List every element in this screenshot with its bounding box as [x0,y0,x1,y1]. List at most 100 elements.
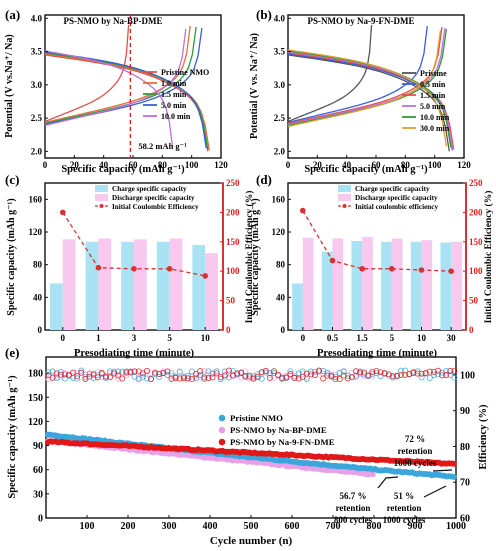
panel-a: 0 20 40 60 80 100 120 2.0 2.5 3.0 3.5 4.0 (a) PS-NM… [4,7,228,175]
efficiency-point [353,372,359,379]
ice-point [329,257,336,264]
legend-text: 1.0 min [161,79,187,88]
legend-ice: Initial Coulombic Efficiency [112,203,199,211]
efficiency-point [193,371,200,377]
panel-a-legend: Pristine NMO 1.0 min 1.5 min 5.0 min 10.0 mi… [143,68,209,121]
efficiency-point [443,368,450,375]
x-tick-label: 0 [61,333,66,343]
panel-e-label: (e) [5,345,19,360]
x-tick-label: 1 [96,333,101,343]
efficiency-point [86,370,93,377]
y2-tick-label: 70 [460,478,470,489]
efficiency-point [373,369,380,376]
ice-point [448,268,455,275]
efficiency-point [262,367,269,374]
efficiency-point [123,372,130,379]
x-tick-label: 700 [326,521,341,532]
x-tick-label: 5 [390,333,395,343]
efficiency-point [119,368,126,375]
efficiency-point [111,368,118,375]
efficiency-point [295,375,302,382]
efficiency-point [271,370,277,377]
efficiency-point [78,367,85,374]
efficiency-point [131,368,138,375]
efficiency-point [176,375,183,382]
legend-swatch-charge [338,185,351,192]
y2-tick-label: 50 [226,296,236,306]
y-tick-label: 180 [28,369,43,380]
y-tick-label: 120 [272,227,286,237]
efficiency-point [164,368,171,375]
panel-e-xlabel: Cycle number (n) [210,535,293,547]
efficiency-point [160,368,167,375]
efficiency-point [152,369,159,376]
efficiency-point [287,368,294,375]
efficiency-point [291,374,298,381]
x-tick-label: 0.5 [327,333,339,343]
legend-charge: Charge specific capacity [355,185,430,193]
legend-charge: Charge specific capacity [112,185,187,193]
charge-bar [410,241,422,330]
legend-text: Pristine NMO [230,413,283,423]
efficiency-point [176,368,183,375]
panel-d-ticks: 0 0.5 1.5 5 10 30 0 40 80 120 160 0 50 100 150 200 250 [272,178,484,343]
efficiency-point [402,367,409,374]
efficiency-point [98,370,105,376]
legend-discharge: Discharge specific capacity [355,194,438,202]
charge-curve-4 [44,28,187,127]
ice-point [95,264,102,271]
y-tick-label: 60 [33,465,43,476]
y2-tick-label: 80 [460,442,470,453]
y2-tick-label: 200 [469,207,483,217]
efficiency-point [324,369,331,376]
legend-text: 10.0 min [161,112,191,121]
y-tick-label: 4.0 [31,13,43,23]
x-tick-label: 80 [401,160,411,170]
legend-text: 1.5 min [420,91,446,100]
legend-dot [218,426,226,434]
panel-b-label: (b) [256,7,272,22]
efficiency-point [127,369,134,376]
arrow-51 [423,485,447,498]
panel-b-ylabel: Potential (V vs. Na⁺/ Na) [249,33,260,139]
efficiency-point [373,367,380,374]
x-tick-label: 0 [286,160,291,170]
charge-bar [121,241,134,330]
legend-discharge: Discharge specific capacity [112,194,195,202]
y-tick-label: 160 [29,194,43,204]
panel-a-curves [44,15,210,158]
y-tick-label: 120 [29,227,43,237]
efficiency-point [398,367,405,374]
x-tick-label: 120 [457,160,471,170]
y2-tick-label: 100 [460,370,475,381]
y-tick-label: 80 [33,260,43,270]
panel-b-ticks: 0 20 40 60 80 100 120 2.0 2.5 3.0 3.5 4.0 [274,13,472,170]
charge-curve-2 [287,26,443,125]
legend-text: 10.0 min [420,113,450,122]
panel-d-xlabel: Presodiating time (minute) [317,348,437,359]
x-tick-label: 100 [80,521,95,532]
efficiency-point [320,368,327,374]
efficiency-point [430,368,437,375]
efficiency-point [201,374,208,381]
discharge-bar [362,236,373,330]
efficiency-point [303,370,310,377]
efficiency-point [209,374,216,381]
panel-a-xlabel: Specific capacity (mAh g⁻¹) [61,164,185,175]
y-tick-label: 0 [38,514,43,525]
y-tick-label: 150 [28,393,43,404]
efficiency-point [221,372,228,379]
y-tick-label: 4.0 [274,13,286,23]
efficiency-point [250,373,257,379]
y-tick-label: 2.5 [274,113,286,123]
efficiency-point [426,368,433,375]
efficiency-point [180,375,187,382]
efficiency-point [45,369,52,376]
legend-text: Pristine [420,69,447,78]
y-tick-label: 2.5 [31,113,43,123]
efficiency-point [418,374,425,381]
x-tick-label: 1000 [446,521,466,532]
y-tick-label: 3.0 [274,80,286,90]
